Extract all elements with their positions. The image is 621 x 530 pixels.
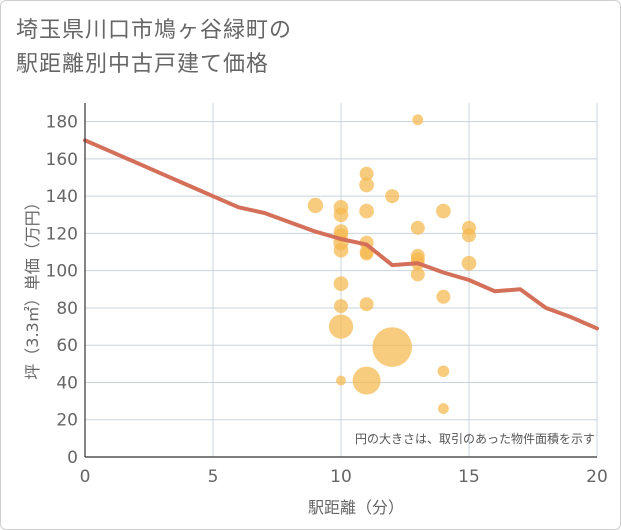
data-bubble	[385, 189, 400, 204]
data-bubble	[359, 166, 374, 181]
data-bubble	[372, 327, 412, 367]
y-axis-label: 坪（3.3㎡）単価（万円）	[23, 194, 42, 379]
y-tick-label: 0	[67, 448, 78, 468]
chart-title-line1: 埼玉県川口市鳩ヶ谷緑町の	[16, 18, 293, 43]
data-bubble	[461, 255, 477, 271]
y-tick-label: 160	[46, 150, 78, 170]
grid-layer	[85, 103, 598, 457]
data-bubble	[359, 177, 374, 193]
data-bubble	[359, 247, 374, 261]
data-bubble	[412, 114, 424, 126]
x-tick-label: 5	[208, 467, 219, 487]
x-axis-label: 駅距離（分）	[308, 498, 404, 517]
chart-title-line2: 駅距離別中古戸建て価格	[16, 52, 270, 77]
y-tick-label: 40	[56, 373, 78, 393]
x-tick-label: 10	[330, 467, 352, 487]
y-tick-label: 180	[46, 113, 78, 133]
data-bubble	[307, 197, 324, 214]
y-tick-label: 140	[46, 187, 78, 207]
data-bubble	[359, 297, 374, 312]
y-tick-label: 100	[46, 262, 78, 282]
tick-layer: 0 5 10 15 20 0 20 40 60 80 100 120 140 160 180	[46, 113, 608, 487]
data-bubble	[352, 366, 381, 395]
data-bubble	[437, 365, 450, 378]
data-bubble	[410, 220, 425, 235]
axis-layer	[84, 103, 597, 458]
bubble-size-note: 円の大きさは、取引のあった物件面積を示す	[355, 431, 595, 446]
line-layer	[83, 138, 599, 331]
y-tick-label: 20	[56, 411, 78, 431]
data-bubble	[410, 267, 425, 282]
chart-title: 埼玉県川口市鳩ヶ谷緑町の 駅距離別中古戸建て価格	[16, 14, 436, 82]
x-tick-label: 0	[80, 467, 91, 487]
trend-line	[83, 138, 599, 331]
data-bubble	[333, 242, 349, 258]
x-tick-label: 20	[586, 467, 608, 487]
x-tick-label: 15	[458, 467, 480, 487]
data-bubble	[328, 314, 354, 339]
data-bubble	[333, 207, 349, 223]
data-bubble	[334, 299, 348, 314]
data-bubble	[437, 403, 449, 414]
data-bubble	[336, 375, 346, 386]
data-bubble	[436, 203, 451, 219]
y-tick-label: 60	[56, 336, 78, 356]
data-bubble	[359, 203, 374, 219]
y-tick-label: 80	[56, 299, 78, 319]
data-bubble	[333, 276, 349, 292]
data-bubble	[462, 228, 476, 243]
y-tick-label: 120	[46, 224, 78, 244]
data-bubble	[436, 289, 451, 304]
